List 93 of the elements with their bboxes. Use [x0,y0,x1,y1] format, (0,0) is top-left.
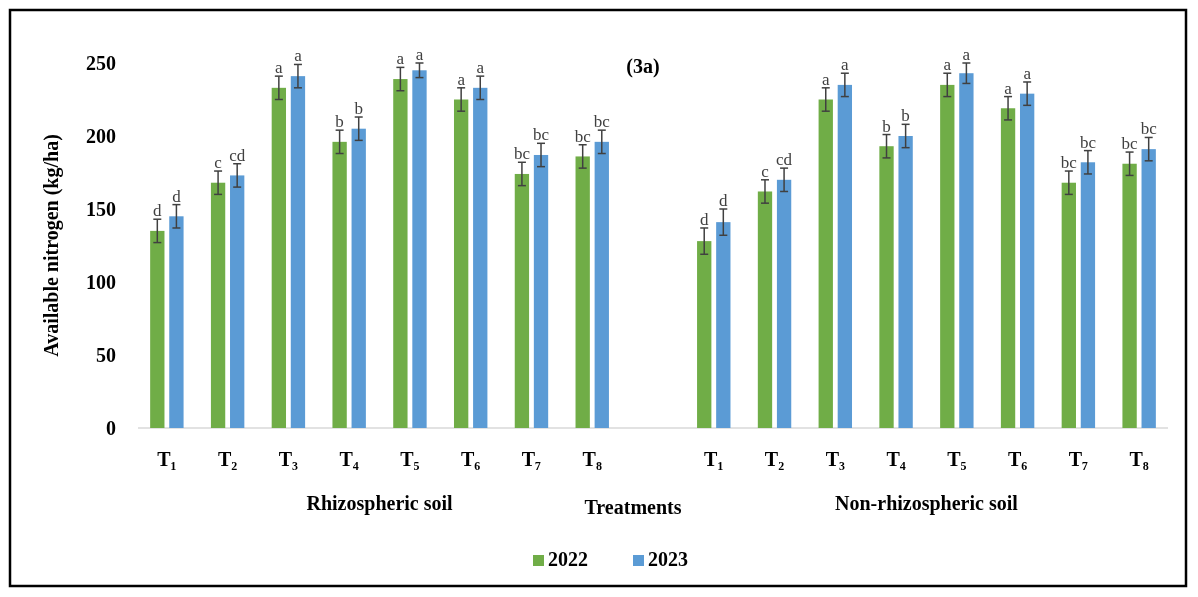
x-tick-label: T₇ [521,448,542,470]
y-tick-label: 100 [86,271,116,293]
bar [169,216,184,428]
chart-title: (3a) [626,55,660,78]
x-tick-label: T₆ [461,448,481,470]
data-label: b [901,106,910,126]
bar [453,99,469,428]
data-label: a [1023,63,1032,83]
x-tick-label: T₆ [1007,448,1028,470]
bar [230,175,245,428]
data-label: bc [1140,119,1158,139]
y-tick-label: 150 [86,198,116,220]
bar [776,179,792,428]
bar [1061,182,1076,428]
text: Non-rhizospheric soil [835,492,1019,515]
data-label: d [699,209,709,229]
data-label: b [335,112,344,132]
y-tick-label: 250 [86,52,116,74]
data-label: a [275,58,284,78]
x-tick-label: T₅ [947,448,967,470]
x-tick-label: T₈ [1129,448,1149,470]
data-label: cd [229,145,246,165]
bar [818,99,833,428]
bar [150,230,165,428]
bar [898,136,913,428]
text: Rhizospheric soil [306,492,454,515]
legend-label: 2023 [648,548,688,570]
x-tick-label: T₅ [400,448,420,470]
y-axis-title: Available nitrogen (kg/ha) [40,134,63,357]
bar [594,141,609,428]
data-label: d [719,191,729,210]
bar [837,84,853,428]
data-label: a [476,58,485,78]
bar [393,79,408,428]
bar [210,182,226,428]
bar [412,70,427,428]
data-label: a [1004,78,1013,98]
bar [575,156,590,428]
x-tick-label: T₂ [217,448,238,470]
x-tick-label: T₄ [886,448,906,470]
data-label: a [457,69,466,89]
bar [940,84,955,428]
bar [533,154,549,428]
data-label: a [962,45,971,64]
data-label: bc [1060,153,1078,173]
data-label: d [172,186,182,206]
bar [351,128,366,428]
data-label: a [841,55,850,75]
bar [271,87,287,428]
bar [879,146,894,428]
data-label: b [354,99,363,119]
x-tick-label: T₈ [582,448,602,470]
data-label: c [214,153,223,173]
y-tick-label: 0 [106,417,116,439]
bar [332,141,347,428]
data-label: b [882,116,891,136]
bar [1141,149,1156,428]
y-tick-label: 200 [86,125,116,147]
bar [716,222,731,428]
bar [1000,108,1016,428]
bar [697,241,712,428]
bar [959,73,974,428]
x-tick-label: T₇ [1068,448,1089,470]
x-tick-label: T₁ [157,448,177,470]
data-label: bc [1079,132,1097,152]
bar [290,76,306,428]
bar [1080,162,1096,428]
bar [757,191,773,428]
data-label: bc [574,126,592,146]
data-label: cd [776,150,793,170]
data-label: a [396,49,405,69]
x-tick-label: T₃ [825,448,845,470]
y-tick-label: 50 [96,344,116,366]
data-label: d [153,201,163,221]
bar [514,173,530,428]
data-label: a [821,69,830,89]
data-label: a [294,46,303,66]
x-tick-label: T₁ [704,448,724,470]
legend-label: 2022 [548,548,588,570]
x-tick-label: T₂ [764,448,785,470]
data-label: bc [593,112,611,132]
data-label: c [761,161,770,181]
data-label: bc [513,144,531,164]
bar [1019,93,1035,428]
x-axis-title: Treatments [584,496,682,518]
bar [1122,163,1137,428]
data-label: bc [532,125,550,145]
data-label: bc [1121,134,1139,154]
x-tick-label: T₃ [278,448,299,470]
x-tick-label: T₄ [339,448,359,470]
data-label: a [415,45,424,64]
bar [473,87,488,428]
data-label: a [943,55,952,75]
